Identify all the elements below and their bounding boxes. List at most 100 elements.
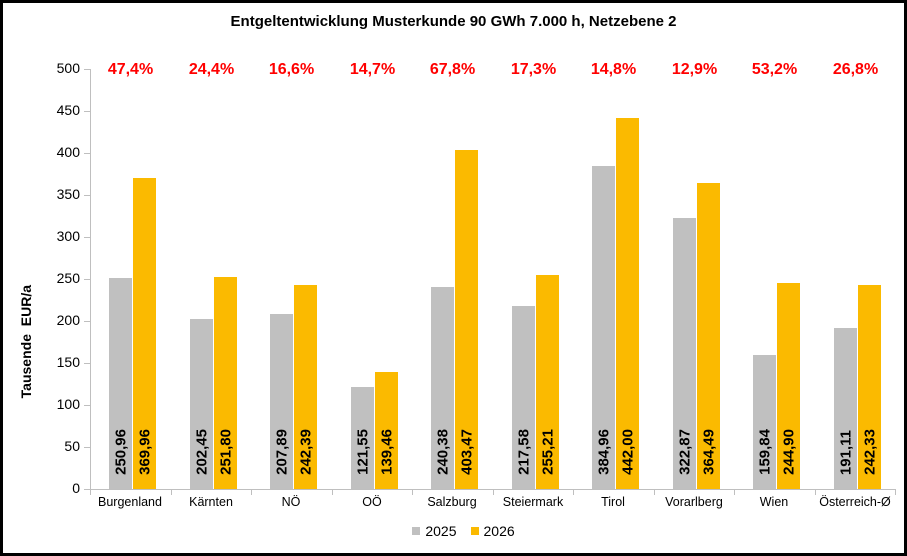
y-tick-label: 0	[72, 480, 80, 496]
bar-value-label-2026: 442,00	[619, 429, 636, 475]
bar-2026: 442,00	[616, 118, 639, 489]
x-tickmark	[251, 489, 252, 495]
x-category-label: Tirol	[601, 495, 625, 509]
percent-label: 14,7%	[349, 61, 396, 78]
x-tickmark	[493, 489, 494, 495]
percent-label: 26,8%	[832, 61, 879, 78]
percent-label: 17,3%	[510, 61, 557, 78]
x-tickmark	[573, 489, 574, 495]
legend-item-2025: 2025	[412, 523, 457, 539]
x-tickmark	[815, 489, 816, 495]
y-tick-label: 400	[56, 144, 80, 160]
x-category-label: Salzburg	[427, 495, 477, 509]
bar-value-label-2026: 242,33	[861, 429, 878, 475]
bar-value-label-2026: 244,90	[780, 429, 797, 475]
x-category-label: Wien	[759, 495, 789, 509]
bar-value-label-2025: 191,11	[837, 429, 854, 475]
x-tickmark	[90, 489, 91, 495]
y-tick-label: 500	[56, 60, 80, 76]
bar-2026: 244,90	[777, 283, 800, 489]
x-tickmark	[734, 489, 735, 495]
bar-value-label-2025: 202,45	[193, 429, 210, 475]
x-category-label: Burgenland	[98, 495, 162, 509]
bar-2026: 242,39	[294, 285, 317, 489]
y-tickmark	[84, 405, 90, 406]
bar-2025: 121,55	[351, 387, 374, 489]
y-tickmark	[84, 111, 90, 112]
bar-value-label-2026: 251,80	[217, 429, 234, 475]
percent-label: 24,4%	[188, 61, 235, 78]
legend-label-2025: 2025	[425, 523, 457, 539]
bar-2025: 217,58	[512, 306, 535, 489]
y-tickmark	[84, 321, 90, 322]
y-tickmark	[84, 237, 90, 238]
plot-area: 250,96 202,45 207,89 121,55 240,38 217,58 384,…	[90, 69, 895, 489]
bar-2026: 369,96	[133, 178, 156, 489]
bar-2026: 251,80	[214, 277, 237, 489]
y-tickmark	[84, 153, 90, 154]
x-category-label: Vorarlberg	[665, 495, 723, 509]
bar-value-label-2025: 322,87	[676, 429, 693, 475]
legend-swatch-2025	[412, 527, 421, 535]
y-tickmark	[84, 447, 90, 448]
y-tick-label: 150	[56, 354, 80, 370]
y-axis-line	[90, 69, 91, 490]
percent-label: 14,8%	[590, 61, 637, 78]
bar-value-label-2025: 384,96	[595, 429, 612, 475]
bar-value-label-2026: 364,49	[700, 429, 717, 475]
y-axis-title: Tausende EUR/a	[18, 285, 34, 399]
x-category-label: OÖ	[362, 495, 382, 509]
bar-2025: 322,87	[673, 218, 696, 489]
bar-value-label-2025: 240,38	[434, 429, 451, 475]
bar-2025: 202,45	[190, 319, 213, 489]
y-tickmark	[84, 489, 90, 490]
percent-label: 16,6%	[268, 61, 315, 78]
x-category-label: NÖ	[281, 495, 301, 509]
bar-2026: 242,33	[858, 285, 881, 489]
percent-label: 12,9%	[671, 61, 718, 78]
bar-value-label-2026: 242,39	[297, 429, 314, 475]
x-tickmark	[412, 489, 413, 495]
bar-value-label-2026: 369,96	[136, 429, 153, 475]
y-tick-label: 100	[56, 396, 80, 412]
bar-2025: 191,11	[834, 328, 857, 489]
bar-value-label-2025: 250,96	[112, 429, 129, 475]
y-tick-label: 350	[56, 186, 80, 202]
bar-value-label-2025: 121,55	[354, 429, 371, 475]
legend-swatch-2026	[470, 527, 479, 535]
bar-2026: 255,21	[536, 275, 559, 489]
y-tick-label: 250	[56, 270, 80, 286]
y-tickmark	[84, 195, 90, 196]
x-tickmark	[654, 489, 655, 495]
bar-value-label-2025: 217,58	[515, 429, 532, 475]
x-category-label: Kärnten	[189, 495, 233, 509]
bar-2025: 250,96	[109, 278, 132, 489]
x-tickmark	[171, 489, 172, 495]
legend-label-2026: 2026	[483, 523, 515, 539]
bar-2026: 364,49	[697, 183, 720, 489]
x-tickmark	[895, 489, 896, 495]
y-tick-label: 450	[56, 102, 80, 118]
percent-label: 47,4%	[107, 61, 154, 78]
x-category-label: Österreich-Ø	[819, 495, 891, 509]
bar-2026: 403,47	[455, 150, 478, 489]
legend: 2025 2026	[13, 523, 904, 539]
chart-title: Entgeltentwicklung Musterkunde 90 GWh 7.…	[230, 13, 677, 30]
y-tick-label: 200	[56, 312, 80, 328]
bar-value-label-2025: 159,84	[756, 429, 773, 475]
bar-2025: 207,89	[270, 314, 293, 489]
y-tickmark	[84, 69, 90, 70]
bar-value-label-2026: 255,21	[539, 429, 556, 475]
legend-item-2026: 2026	[470, 523, 515, 539]
y-tickmark	[84, 279, 90, 280]
percent-label: 67,8%	[429, 61, 476, 78]
bar-2025: 240,38	[431, 287, 454, 489]
bar-2025: 159,84	[753, 355, 776, 489]
y-tickmark	[84, 363, 90, 364]
bar-value-label-2025: 207,89	[273, 429, 290, 475]
bar-2025: 384,96	[592, 166, 615, 489]
x-category-label: Steiermark	[502, 495, 564, 509]
x-tickmark	[332, 489, 333, 495]
bar-value-label-2026: 403,47	[458, 429, 475, 475]
